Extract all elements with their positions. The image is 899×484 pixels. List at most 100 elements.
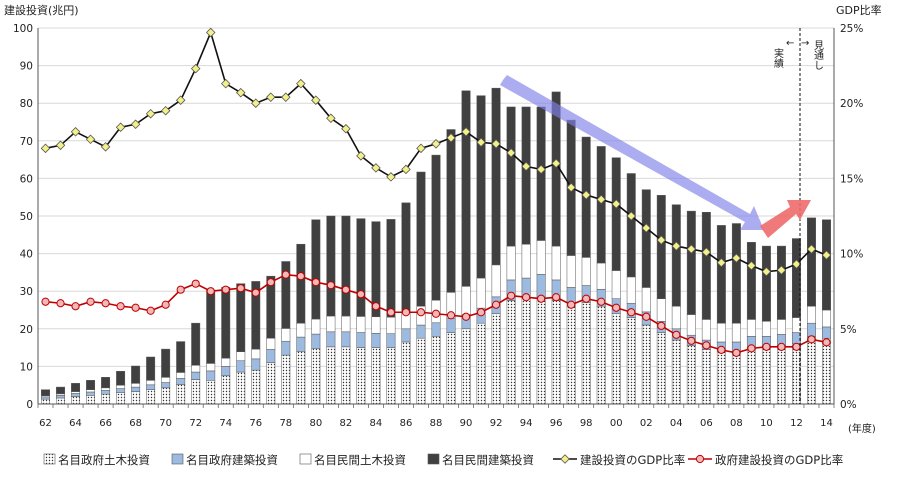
bar-gov-building	[416, 324, 426, 339]
x-tick-label: 62	[39, 418, 52, 429]
gdp-ratio-point	[311, 95, 321, 105]
gov-gdp-ratio-point	[386, 308, 396, 317]
gov-gdp-ratio-point	[206, 287, 215, 296]
bar-priv-building	[761, 245, 771, 322]
bar-priv-building	[807, 217, 816, 307]
left-tick-label: 100	[13, 23, 33, 35]
bar-gov-civil	[641, 324, 651, 405]
bar-gov-building	[356, 332, 366, 348]
gov-gdp-ratio-point	[176, 285, 185, 294]
bar-priv-civil	[581, 257, 591, 286]
bar-gov-civil	[791, 343, 801, 405]
bar-priv-civil	[221, 357, 231, 367]
bar-gov-civil	[822, 337, 831, 405]
gov-gdp-ratio-point	[266, 278, 275, 287]
bar-gov-civil	[311, 348, 321, 405]
gdp-ratio-point	[506, 148, 516, 158]
gdp-ratio-point	[536, 164, 546, 175]
bar-priv-building	[626, 173, 636, 278]
bar-priv-civil	[311, 318, 321, 335]
bar-gov-civil	[296, 351, 306, 405]
bar-priv-building	[356, 218, 366, 317]
gdp-ratio-point	[175, 95, 186, 105]
bar-gov-building	[822, 326, 831, 339]
right-tick-label: 25%	[840, 23, 863, 35]
x-tick-label: 80	[309, 418, 322, 429]
gdp-ratio-point	[55, 140, 66, 151]
x-tick-label: 70	[159, 418, 172, 429]
bar-priv-building	[611, 157, 621, 271]
gdp-ratio-point	[281, 92, 291, 102]
bar-gov-civil	[266, 362, 276, 405]
gdp-ratio-point	[416, 143, 426, 154]
gov-gdp-ratio-point	[71, 302, 80, 311]
gdp-ratio-point	[656, 235, 667, 245]
gdp-ratio-point	[341, 124, 351, 134]
bar-gov-civil	[416, 337, 426, 405]
bar-priv-building	[491, 87, 501, 266]
bar-priv-civil	[686, 314, 696, 336]
x-tick-label: 08	[730, 418, 743, 429]
gdp-ratio-point	[791, 259, 802, 269]
gov-gdp-ratio-point	[491, 300, 501, 309]
gdp-ratio-point	[296, 78, 306, 89]
gdp-ratio-point	[806, 244, 817, 254]
bar-priv-building	[41, 389, 50, 396]
x-tick-label: 82	[340, 418, 353, 429]
gov-gdp-ratio-point	[236, 284, 245, 293]
right-tick-label: 10%	[840, 249, 863, 261]
bar-gov-civil	[131, 391, 141, 405]
bar-gov-civil	[116, 392, 126, 405]
downtrend-arrow	[500, 75, 764, 230]
bar-priv-building	[671, 204, 681, 307]
bar-priv-civil	[701, 319, 711, 341]
bar-priv-building	[296, 243, 306, 324]
bar-gov-building	[536, 274, 546, 298]
gov-gdp-ratio-point	[807, 335, 816, 344]
bar-priv-building	[716, 225, 726, 324]
bar-priv-building	[596, 146, 606, 264]
gov-gdp-ratio-point	[356, 290, 366, 299]
bar-gov-civil	[206, 380, 216, 405]
left-tick-label: 0	[26, 399, 33, 411]
bar-gov-building	[176, 378, 186, 385]
gov-gdp-ratio-point	[717, 345, 726, 354]
gov-gdp-ratio-point	[416, 308, 426, 317]
axes: 0 10 20 30 40 50 60 70 80 90 100 0% 5% 10% 15% 20% 25% 62…	[13, 23, 863, 429]
gov-gdp-ratio-point	[627, 308, 636, 317]
bar-priv-civil	[506, 245, 516, 281]
legend-label: 政府建設投資のGDP比率	[715, 453, 843, 467]
annotations: 実績 ← → 見通し	[500, 28, 824, 404]
gdp-ratio-point	[70, 127, 81, 137]
bar-gov-building	[86, 391, 96, 396]
gov-gdp-ratio-point	[296, 272, 305, 281]
gdp-ratio-point	[220, 78, 231, 89]
legend-swatch	[43, 453, 56, 465]
bar-priv-building	[822, 219, 831, 311]
bar-priv-building	[791, 238, 801, 318]
gdp-ratio-point	[581, 190, 591, 200]
bar-priv-building	[521, 106, 531, 245]
bar-priv-civil	[596, 262, 606, 290]
bar-priv-building	[191, 322, 201, 366]
bar-priv-building	[146, 356, 156, 381]
bar-gov-building	[386, 333, 396, 348]
bar-gov-civil	[191, 379, 201, 405]
bar-priv-civil	[491, 264, 501, 298]
bar-priv-civil	[86, 389, 96, 393]
bar-gov-civil	[446, 332, 456, 405]
gdp-ratio-point	[160, 105, 171, 116]
gdp-ratio-point	[701, 247, 712, 257]
bar-gov-civil	[686, 345, 696, 405]
bar-gov-civil	[176, 384, 186, 405]
legend-label: 名目政府建築投資	[186, 453, 278, 467]
legend-swatch	[299, 453, 312, 465]
gov-gdp-ratio-point	[822, 338, 831, 347]
x-tick-label: 04	[670, 418, 683, 429]
gov-gdp-ratio-point	[537, 294, 546, 303]
bar-priv-building	[341, 215, 351, 317]
bar-priv-building	[326, 215, 336, 317]
gov-gdp-ratio-point	[341, 285, 350, 294]
bar-gov-civil	[341, 346, 351, 405]
